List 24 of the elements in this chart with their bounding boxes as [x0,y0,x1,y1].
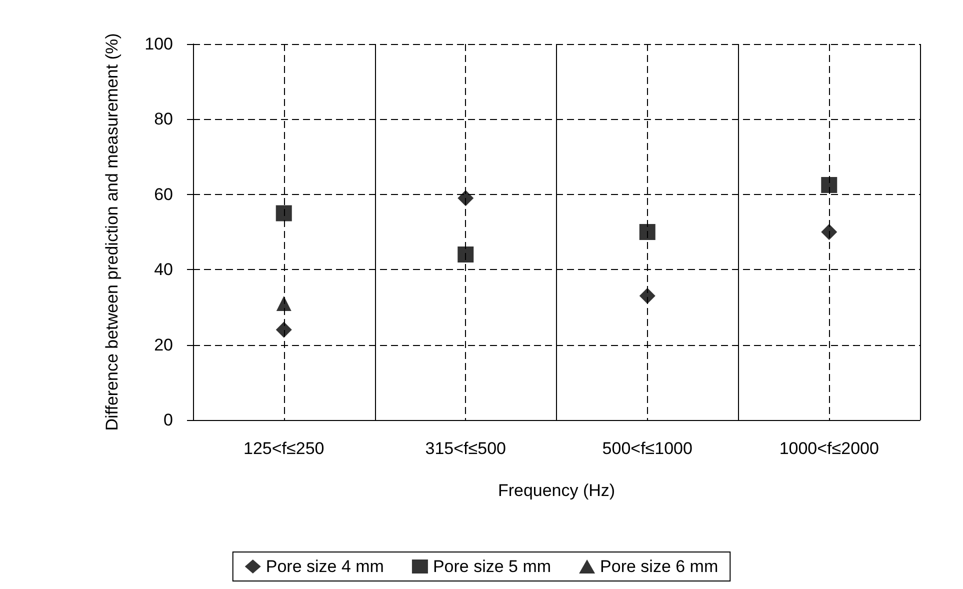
x-tick-label: 500<f≤1000 [602,439,692,458]
x-tick-label: 1000<f≤2000 [779,439,879,458]
x-axis-title: Frequency (Hz) [498,481,616,500]
point [458,190,474,206]
y-tick-label: 60 [154,184,173,204]
legend-label: Pore size 4 mm [266,557,384,576]
legend-label: Pore size 6 mm [600,557,718,576]
x-tick-label: 315<f≤500 [425,439,506,458]
y-axis-title: Difference between prediction and measurement (%) [102,33,122,431]
point [276,205,292,222]
point [458,246,474,263]
point [639,288,656,304]
y-tick-label: 20 [154,335,173,354]
point [276,296,292,311]
point [639,224,656,240]
x-tick-label: 125<f≤250 [244,439,324,458]
point [821,177,838,193]
legend-label: Pore size 5 mm [432,557,552,576]
point [821,224,838,240]
point [276,322,292,338]
y-tick-label: 100 [144,34,173,54]
y-tick-label: 80 [154,110,173,129]
y-tick-label: 0 [164,410,173,430]
y-tick-label: 40 [154,260,173,280]
